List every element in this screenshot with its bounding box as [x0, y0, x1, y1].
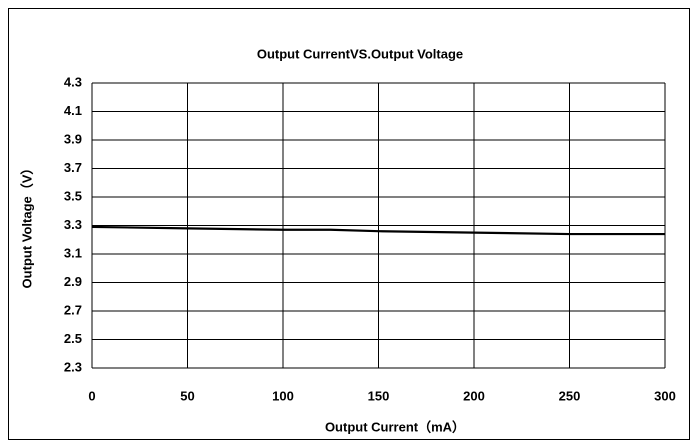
- y-tick-label: 4.1: [64, 103, 82, 118]
- y-tick-label: 3.3: [64, 217, 82, 232]
- y-tick-label: 3.5: [64, 188, 82, 203]
- y-tick-label: 2.3: [64, 359, 82, 374]
- chart-frame: [8, 8, 690, 440]
- y-tick-label: 2.5: [64, 331, 82, 346]
- x-axis-title: Output Current（mA）: [325, 419, 465, 434]
- x-tick-label: 50: [180, 388, 194, 403]
- x-tick-label: 200: [463, 388, 485, 403]
- x-tick-label: 300: [654, 388, 676, 403]
- x-tick-label: 100: [272, 388, 294, 403]
- y-tick-label: 2.7: [64, 302, 82, 317]
- chart-title: Output CurrentVS.Output Voltage: [257, 46, 463, 61]
- y-tick-label: 3.7: [64, 160, 82, 175]
- y-tick-label: 2.9: [64, 274, 82, 289]
- x-tick-label: 0: [88, 388, 95, 403]
- y-axis-title: Output Voltage（V）: [19, 162, 34, 289]
- data-line: [91, 225, 665, 236]
- y-tick-label: 3.1: [64, 245, 82, 260]
- x-tick-label: 150: [368, 388, 390, 403]
- y-tick-label: 4.3: [64, 74, 82, 89]
- x-tick-label: 250: [559, 388, 581, 403]
- y-tick-label: 3.9: [64, 131, 82, 146]
